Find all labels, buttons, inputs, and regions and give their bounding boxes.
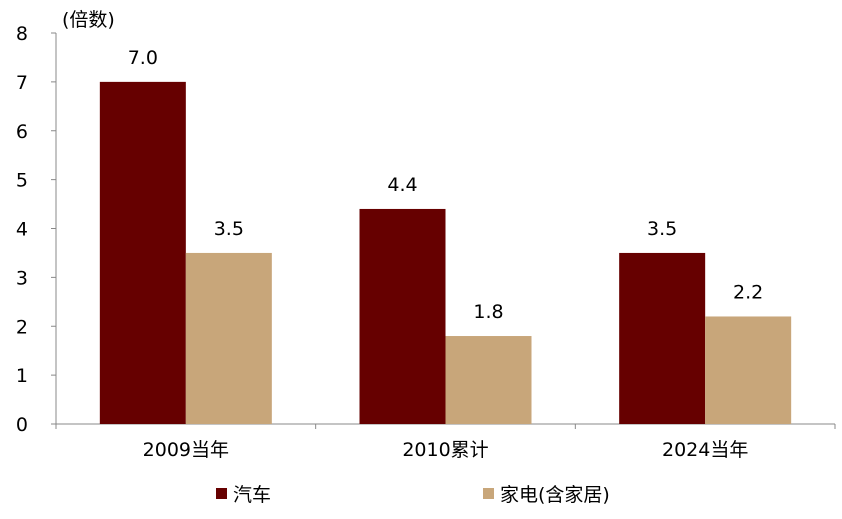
y-tick-label: 2 — [16, 316, 28, 338]
bar — [705, 316, 792, 424]
y-unit-label: (倍数) — [62, 9, 115, 31]
y-tick-label: 4 — [16, 219, 28, 241]
x-tick-label: 2010累计 — [402, 439, 488, 461]
data-label: 4.4 — [387, 174, 417, 196]
bar — [359, 208, 446, 424]
y-tick-label: 6 — [16, 121, 28, 143]
legend-swatch-appliance — [483, 488, 494, 499]
y-tick-label: 7 — [16, 72, 28, 94]
data-label: 7.0 — [128, 47, 158, 69]
bar — [185, 252, 272, 424]
bar — [619, 252, 706, 424]
legend-swatch-car — [216, 488, 227, 499]
legend-item-appliance: 家电(含家居) — [483, 480, 610, 507]
y-tick-label: 3 — [16, 267, 28, 289]
legend: 汽车 家电(含家居) — [0, 480, 842, 510]
bar — [99, 81, 186, 424]
data-label: 3.5 — [647, 218, 677, 240]
legend-item-car: 汽车 — [216, 480, 271, 507]
bar — [445, 336, 532, 424]
bar-chart-svg: (倍数) 0 1 2 3 4 5 6 7 8 2009当年 7.0 3.5 2010累计 4.4 1.8 20… — [16, 9, 836, 461]
data-label: 1.8 — [473, 301, 503, 323]
y-tick-label: 0 — [16, 414, 28, 436]
y-tick-label: 1 — [16, 365, 28, 387]
legend-label-car: 汽车 — [233, 484, 272, 506]
legend-label-appliance: 家电(含家居) — [500, 484, 610, 506]
x-tick-label: 2024当年 — [662, 439, 748, 461]
x-tick-label: 2009当年 — [143, 439, 229, 461]
data-label: 3.5 — [214, 218, 244, 240]
data-label: 2.2 — [733, 281, 763, 303]
y-tick-label: 5 — [16, 170, 28, 192]
y-tick-label: 8 — [16, 23, 28, 45]
